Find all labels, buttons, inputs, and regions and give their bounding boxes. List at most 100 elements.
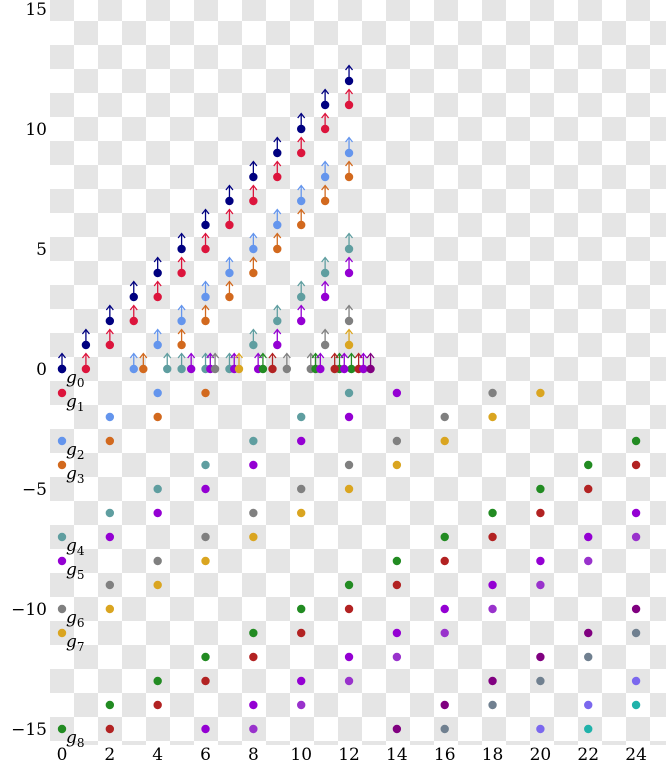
x-tick-label: 2: [104, 745, 115, 765]
checker-cell: [410, 165, 434, 189]
checker-cell: [434, 93, 458, 117]
checker-cell: [194, 45, 218, 69]
tower-point: [201, 232, 210, 254]
checker-cell: [98, 0, 122, 21]
tower-point: [359, 352, 368, 374]
tower-point: [273, 208, 282, 230]
checker-cell: [410, 549, 434, 573]
checker-cell: [602, 501, 626, 525]
checker-cell: [602, 549, 626, 573]
data-point: [57, 724, 67, 734]
checker-cell: [554, 693, 578, 717]
checker-cell: [194, 93, 218, 117]
checker-cell: [626, 381, 650, 405]
checker-cell: [50, 669, 74, 693]
checker-cell: [602, 69, 626, 93]
data-point: [297, 484, 306, 494]
checker-cell: [386, 141, 410, 165]
checker-cell: [74, 501, 98, 525]
tower-point: [177, 352, 186, 374]
checker-cell: [242, 93, 266, 117]
checker-cell: [506, 549, 530, 573]
data-point: [153, 700, 162, 710]
checker-cell: [506, 69, 530, 93]
data-point: [249, 436, 258, 446]
checker-cell: [506, 165, 530, 189]
tower-point: [273, 304, 282, 326]
data-point: [344, 604, 354, 614]
checker-cell: [338, 429, 362, 453]
checker-cell: [434, 0, 458, 21]
checker-cell: [290, 0, 314, 21]
checker-cell: [194, 429, 218, 453]
checker-cell: [218, 453, 242, 477]
x-tick-label: 16: [434, 745, 456, 765]
data-point: [631, 436, 641, 446]
checker-cell: [218, 645, 242, 669]
checker-cell: [626, 477, 650, 501]
checker-cell: [314, 453, 338, 477]
checker-cell: [266, 741, 290, 745]
tower-point: [297, 280, 306, 302]
checker-cell: [578, 141, 602, 165]
checker-cell: [434, 285, 458, 309]
checker-cell: [74, 597, 98, 621]
data-point: [392, 724, 402, 734]
data-point: [201, 388, 210, 398]
checker-cell: [410, 21, 434, 45]
checker-cell: [482, 333, 506, 357]
tower-point: [225, 184, 234, 206]
checker-cell: [98, 669, 122, 693]
tower-point: [297, 184, 306, 206]
tower-point: [268, 352, 277, 374]
checker-cell: [74, 69, 98, 93]
x-tick-label: 10: [290, 745, 312, 765]
checker-cell: [362, 405, 386, 429]
checker-cell: [602, 597, 626, 621]
checker-cell: [410, 597, 434, 621]
tower-point: [81, 328, 91, 350]
checker-cell: [434, 381, 458, 405]
checker-cell: [554, 309, 578, 333]
checker-cell: [578, 429, 602, 453]
data-point: [153, 484, 162, 494]
checker-cell: [194, 621, 218, 645]
checker-cell: [362, 645, 386, 669]
checker-cell: [458, 453, 482, 477]
data-point: [201, 676, 210, 686]
checker-cell: [122, 453, 146, 477]
checker-cell: [602, 405, 626, 429]
checker-cell: [602, 453, 626, 477]
checker-cell: [626, 141, 650, 165]
checker-cell: [74, 261, 98, 285]
data-point: [536, 580, 545, 590]
data-point: [153, 580, 162, 590]
data-point: [297, 604, 306, 614]
checker-cell: [410, 693, 434, 717]
generator-label: g8: [66, 728, 85, 750]
checker-cell: [314, 693, 338, 717]
checker-cell: [650, 213, 666, 237]
checker-cell: [434, 141, 458, 165]
checker-cell: [242, 669, 266, 693]
x-tick-label: 22: [577, 745, 599, 765]
data-point: [488, 412, 497, 422]
generator-label: g4: [66, 536, 85, 558]
tower-point: [273, 232, 282, 254]
tower-point: [273, 160, 282, 182]
tower-point: [201, 208, 210, 230]
checker-cell: [602, 741, 626, 745]
checker-cell: [482, 621, 506, 645]
data-point: [392, 628, 402, 638]
checker-cell: [650, 453, 666, 477]
checker-cell: [290, 525, 314, 549]
checker-cell: [530, 93, 554, 117]
data-point: [153, 412, 162, 422]
checker-cell: [386, 45, 410, 69]
checker-cell: [434, 189, 458, 213]
data-point: [536, 724, 545, 734]
tower-point: [344, 328, 354, 350]
checker-cell: [458, 69, 482, 93]
checker-cell: [482, 429, 506, 453]
